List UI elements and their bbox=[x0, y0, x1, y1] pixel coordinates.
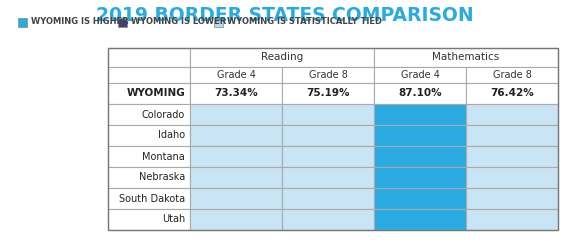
Bar bbox=[466, 209, 558, 230]
Bar bbox=[190, 146, 282, 167]
Text: Nebraska: Nebraska bbox=[139, 173, 185, 183]
Bar bbox=[108, 104, 190, 125]
Bar bbox=[374, 67, 466, 83]
Bar bbox=[374, 146, 466, 167]
Bar bbox=[282, 83, 374, 104]
Text: Grade 8: Grade 8 bbox=[492, 70, 531, 80]
Bar bbox=[108, 146, 190, 167]
Text: Idaho: Idaho bbox=[158, 131, 185, 141]
Bar bbox=[18, 18, 27, 27]
Bar bbox=[108, 125, 190, 146]
Bar bbox=[374, 188, 466, 209]
Bar bbox=[466, 67, 558, 83]
Bar bbox=[374, 209, 466, 230]
Bar bbox=[282, 146, 374, 167]
Bar bbox=[282, 104, 374, 125]
Bar bbox=[282, 209, 374, 230]
Bar bbox=[374, 167, 466, 188]
Bar bbox=[108, 67, 190, 83]
Bar bbox=[190, 167, 282, 188]
Text: 76.42%: 76.42% bbox=[490, 89, 534, 99]
Bar bbox=[190, 48, 374, 67]
Bar bbox=[108, 209, 190, 230]
Bar bbox=[282, 188, 374, 209]
Bar bbox=[214, 18, 223, 27]
Text: Montana: Montana bbox=[142, 152, 185, 162]
Text: WYOMING IS LOWER: WYOMING IS LOWER bbox=[131, 18, 226, 27]
Bar bbox=[108, 48, 190, 67]
Bar bbox=[118, 18, 127, 27]
Text: 73.34%: 73.34% bbox=[214, 89, 258, 99]
Text: Reading: Reading bbox=[261, 52, 303, 62]
Bar bbox=[190, 209, 282, 230]
Bar bbox=[190, 125, 282, 146]
Text: South Dakota: South Dakota bbox=[119, 193, 185, 203]
Bar bbox=[374, 104, 466, 125]
Bar bbox=[108, 167, 190, 188]
Text: Grade 4: Grade 4 bbox=[217, 70, 255, 80]
Text: Grade 4: Grade 4 bbox=[401, 70, 439, 80]
Bar bbox=[282, 67, 374, 83]
Bar bbox=[108, 83, 190, 104]
Bar bbox=[374, 48, 558, 67]
Bar bbox=[466, 146, 558, 167]
Text: Colorado: Colorado bbox=[142, 110, 185, 120]
Bar bbox=[190, 83, 282, 104]
Text: WYOMING IS HIGHER: WYOMING IS HIGHER bbox=[31, 18, 129, 27]
Bar bbox=[282, 125, 374, 146]
Text: Grade 8: Grade 8 bbox=[308, 70, 348, 80]
Text: WYOMING: WYOMING bbox=[126, 89, 185, 99]
Bar bbox=[190, 188, 282, 209]
Text: 2019 BORDER STATES COMPARISON: 2019 BORDER STATES COMPARISON bbox=[96, 6, 474, 25]
Bar bbox=[374, 125, 466, 146]
Bar bbox=[282, 167, 374, 188]
Text: Utah: Utah bbox=[162, 214, 185, 224]
Bar bbox=[466, 188, 558, 209]
Bar bbox=[466, 104, 558, 125]
Bar bbox=[466, 167, 558, 188]
Text: Mathematics: Mathematics bbox=[433, 52, 500, 62]
Bar bbox=[374, 83, 466, 104]
Bar bbox=[108, 48, 558, 230]
Bar bbox=[466, 125, 558, 146]
Bar bbox=[190, 67, 282, 83]
Bar bbox=[466, 83, 558, 104]
Text: WYOMING IS STATISTICALLY TIED: WYOMING IS STATISTICALLY TIED bbox=[227, 18, 382, 27]
Bar bbox=[108, 188, 190, 209]
Text: 87.10%: 87.10% bbox=[398, 89, 442, 99]
Bar bbox=[190, 104, 282, 125]
Text: 75.19%: 75.19% bbox=[306, 89, 350, 99]
